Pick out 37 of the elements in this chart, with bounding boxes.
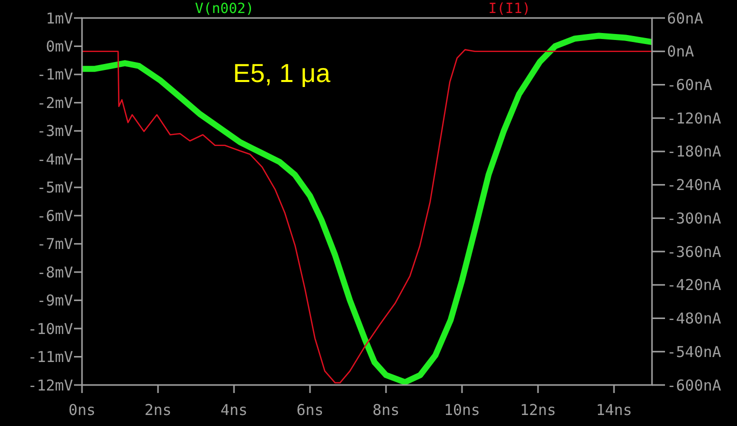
y2-tick-label: -60nA: [667, 76, 712, 94]
y2-tick-label: 0nA: [667, 42, 694, 61]
y-tick-label: -4mV: [36, 150, 73, 168]
y-tick-label: -10mV: [28, 320, 73, 338]
y-tick-label: -1mV: [36, 66, 73, 84]
y-tick-label: -2mV: [36, 94, 73, 112]
x-tick-label: 12ns: [520, 401, 556, 419]
y-tick-label: -7mV: [36, 235, 73, 254]
x-tick-label: 0ns: [68, 401, 96, 419]
x-tick-label: 8ns: [372, 401, 400, 419]
y2-tick-label: -240nA: [667, 176, 722, 194]
y2-tick-label: -540nA: [667, 342, 722, 361]
y2-tick-label: -600nA: [667, 376, 722, 394]
x-tick-label: 10ns: [444, 401, 480, 419]
y-tick-label: -8mV: [36, 263, 73, 282]
y-tick-label: -5mV: [36, 178, 73, 197]
y-tick-label: -9mV: [36, 292, 73, 310]
y2-tick-label: -480nA: [667, 310, 722, 328]
x-tick-label: 14ns: [596, 401, 632, 419]
x-tick-label: 2ns: [144, 401, 172, 419]
y2-tick-label: -360nA: [667, 242, 722, 261]
text: V(n002): [194, 1, 254, 17]
y2-tick-label: -420nA: [667, 276, 722, 294]
y2-tick-label: -120nA: [667, 109, 722, 128]
y-tick-label: -3mV: [36, 122, 73, 140]
y2-tick-label: 60nA: [667, 9, 704, 28]
y-tick-label: -12mV: [28, 376, 73, 394]
text: I(I1): [488, 1, 531, 17]
y-tick-label: 1mV: [46, 9, 73, 28]
y-tick-label: -6mV: [36, 206, 73, 225]
y-tick-label: 0mV: [46, 37, 73, 56]
x-tick-label: 4ns: [220, 401, 248, 419]
y-tick-label: -11mV: [28, 348, 73, 366]
y2-tick-label: -180nA: [667, 142, 722, 161]
annotation: E5, 1 μa: [233, 58, 331, 88]
x-tick-label: 6ns: [296, 401, 324, 419]
y2-tick-label: -300nA: [667, 209, 722, 228]
